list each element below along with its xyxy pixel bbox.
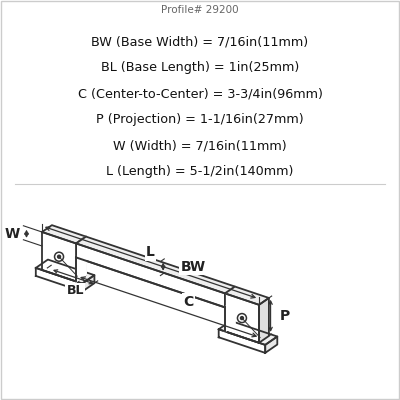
- Text: L: L: [146, 245, 155, 260]
- Circle shape: [238, 314, 246, 322]
- Circle shape: [58, 255, 60, 258]
- Text: BL (Base Length) = 1in(25mm): BL (Base Length) = 1in(25mm): [101, 62, 299, 74]
- Text: W (Width) = 7/16in(11mm): W (Width) = 7/16in(11mm): [113, 140, 287, 152]
- Polygon shape: [76, 236, 86, 282]
- Circle shape: [54, 252, 64, 261]
- Text: C (Center-to-Center) = 3-3/4in(96mm): C (Center-to-Center) = 3-3/4in(96mm): [78, 88, 322, 100]
- Polygon shape: [225, 300, 235, 331]
- Text: C: C: [184, 295, 194, 309]
- Polygon shape: [225, 286, 269, 305]
- Text: L (Length) = 5-1/2in(140mm): L (Length) = 5-1/2in(140mm): [106, 166, 294, 178]
- Polygon shape: [36, 268, 82, 292]
- Polygon shape: [259, 298, 269, 343]
- Polygon shape: [76, 250, 86, 282]
- Polygon shape: [219, 329, 265, 353]
- Text: BW (Base Width) = 7/16in(11mm): BW (Base Width) = 7/16in(11mm): [92, 36, 308, 48]
- Circle shape: [240, 316, 244, 320]
- Text: P (Projection) = 1-1/16in(27mm): P (Projection) = 1-1/16in(27mm): [96, 114, 304, 126]
- Polygon shape: [265, 336, 277, 353]
- Text: P: P: [280, 309, 290, 323]
- Polygon shape: [42, 225, 86, 244]
- Polygon shape: [219, 321, 277, 345]
- Polygon shape: [76, 244, 225, 307]
- Polygon shape: [82, 275, 94, 292]
- Polygon shape: [225, 293, 259, 343]
- Text: BW: BW: [180, 260, 206, 274]
- Polygon shape: [42, 232, 76, 282]
- Text: W: W: [5, 227, 20, 241]
- Polygon shape: [36, 260, 94, 284]
- Text: BL: BL: [66, 284, 84, 297]
- Text: Profile# 29200: Profile# 29200: [161, 5, 239, 15]
- Polygon shape: [76, 236, 235, 293]
